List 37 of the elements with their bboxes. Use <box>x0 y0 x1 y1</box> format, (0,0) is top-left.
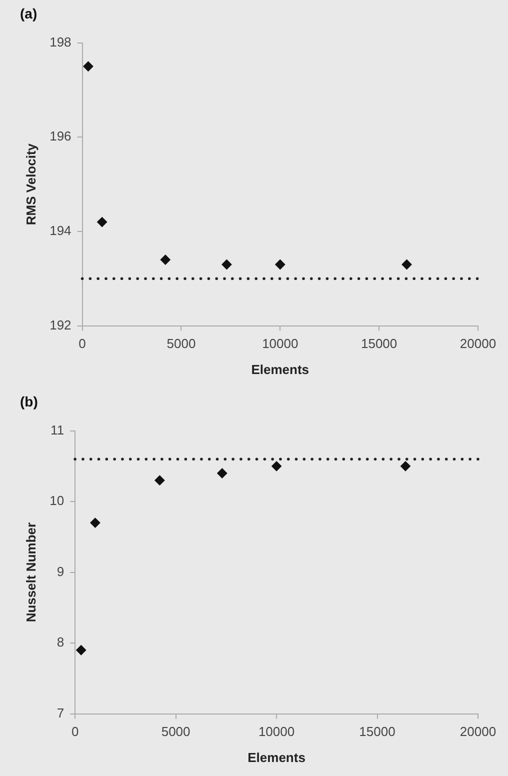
x-tick-label: 5000 <box>166 336 196 352</box>
x-tick-label: 0 <box>71 724 79 740</box>
point <box>83 61 94 72</box>
y-tick-label: 192 <box>50 317 72 332</box>
y-tick-label: 198 <box>50 34 72 50</box>
point <box>217 468 228 478</box>
y-tick-label: 196 <box>50 128 72 144</box>
x-tick-label: 10000 <box>262 336 298 352</box>
x-tick-label: 5000 <box>161 724 190 740</box>
y-axis-title: RMS Velocity <box>23 142 38 226</box>
x-tick-label: 15000 <box>360 336 398 352</box>
x-tick-label: 20000 <box>460 724 496 740</box>
chart-title: (b) <box>20 393 38 410</box>
y-tick-label: 10 <box>50 493 64 508</box>
point <box>222 259 232 270</box>
point <box>154 475 165 486</box>
point <box>402 259 412 270</box>
x-tick-label: 15000 <box>359 724 396 740</box>
x-tick-label: 20000 <box>460 336 496 352</box>
point <box>272 461 282 472</box>
point <box>76 645 86 656</box>
y-tick-label: 8 <box>56 634 64 650</box>
x-axis-title: Elements <box>248 750 306 765</box>
x-tick-label: 10000 <box>258 724 295 740</box>
x-axis-title: Elements <box>251 362 310 377</box>
point <box>160 254 170 265</box>
y-tick-label: 194 <box>50 223 72 238</box>
y-tick-label: 9 <box>56 564 64 579</box>
point <box>90 518 100 528</box>
point <box>400 461 410 472</box>
x-tick-label: 0 <box>78 336 86 352</box>
point <box>97 217 108 228</box>
y-tick-label: 11 <box>50 422 64 438</box>
y-axis-title: Nusselt Number <box>23 522 38 622</box>
y-tick-label: 7 <box>56 705 64 720</box>
point <box>275 259 286 270</box>
chart-title: (a) <box>20 5 38 22</box>
